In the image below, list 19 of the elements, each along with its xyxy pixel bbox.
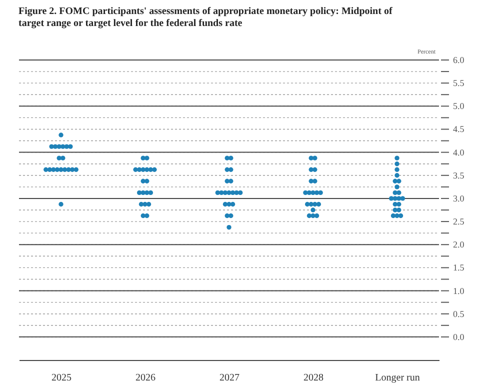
y-tick-label: 2.0 <box>453 240 465 250</box>
y-tick-label: 4.0 <box>453 147 465 158</box>
y-tick-label: 1.0 <box>453 286 465 296</box>
y-tick-label: 5.5 <box>453 78 465 88</box>
y-tick-label: 5.0 <box>453 101 465 112</box>
chart-title: Figure 2. FOMC participants' assessments of appropriate monetary policy: Midpoint of target range or target level for the federal funds rate <box>18 6 393 29</box>
y-tick-label: 3.5 <box>453 170 465 180</box>
y-tick-label: 0.0 <box>453 332 465 342</box>
y-tick-label: 0.5 <box>453 308 465 319</box>
x-tick-label: 2028 <box>304 372 324 384</box>
y-tick-label: 1.5 <box>453 262 465 273</box>
y-tick-label: 3.0 <box>453 193 465 204</box>
x-tick-label: 2026 <box>136 372 156 384</box>
y-tick-label: 6.0 <box>453 55 465 65</box>
x-tick-label: 2025 <box>52 372 72 384</box>
x-tick-label: Longer run <box>375 372 420 384</box>
y-tick-label: 2.5 <box>453 216 465 227</box>
y-tick-label: 4.5 <box>453 124 465 134</box>
x-tick-label: 2027 <box>220 372 240 384</box>
